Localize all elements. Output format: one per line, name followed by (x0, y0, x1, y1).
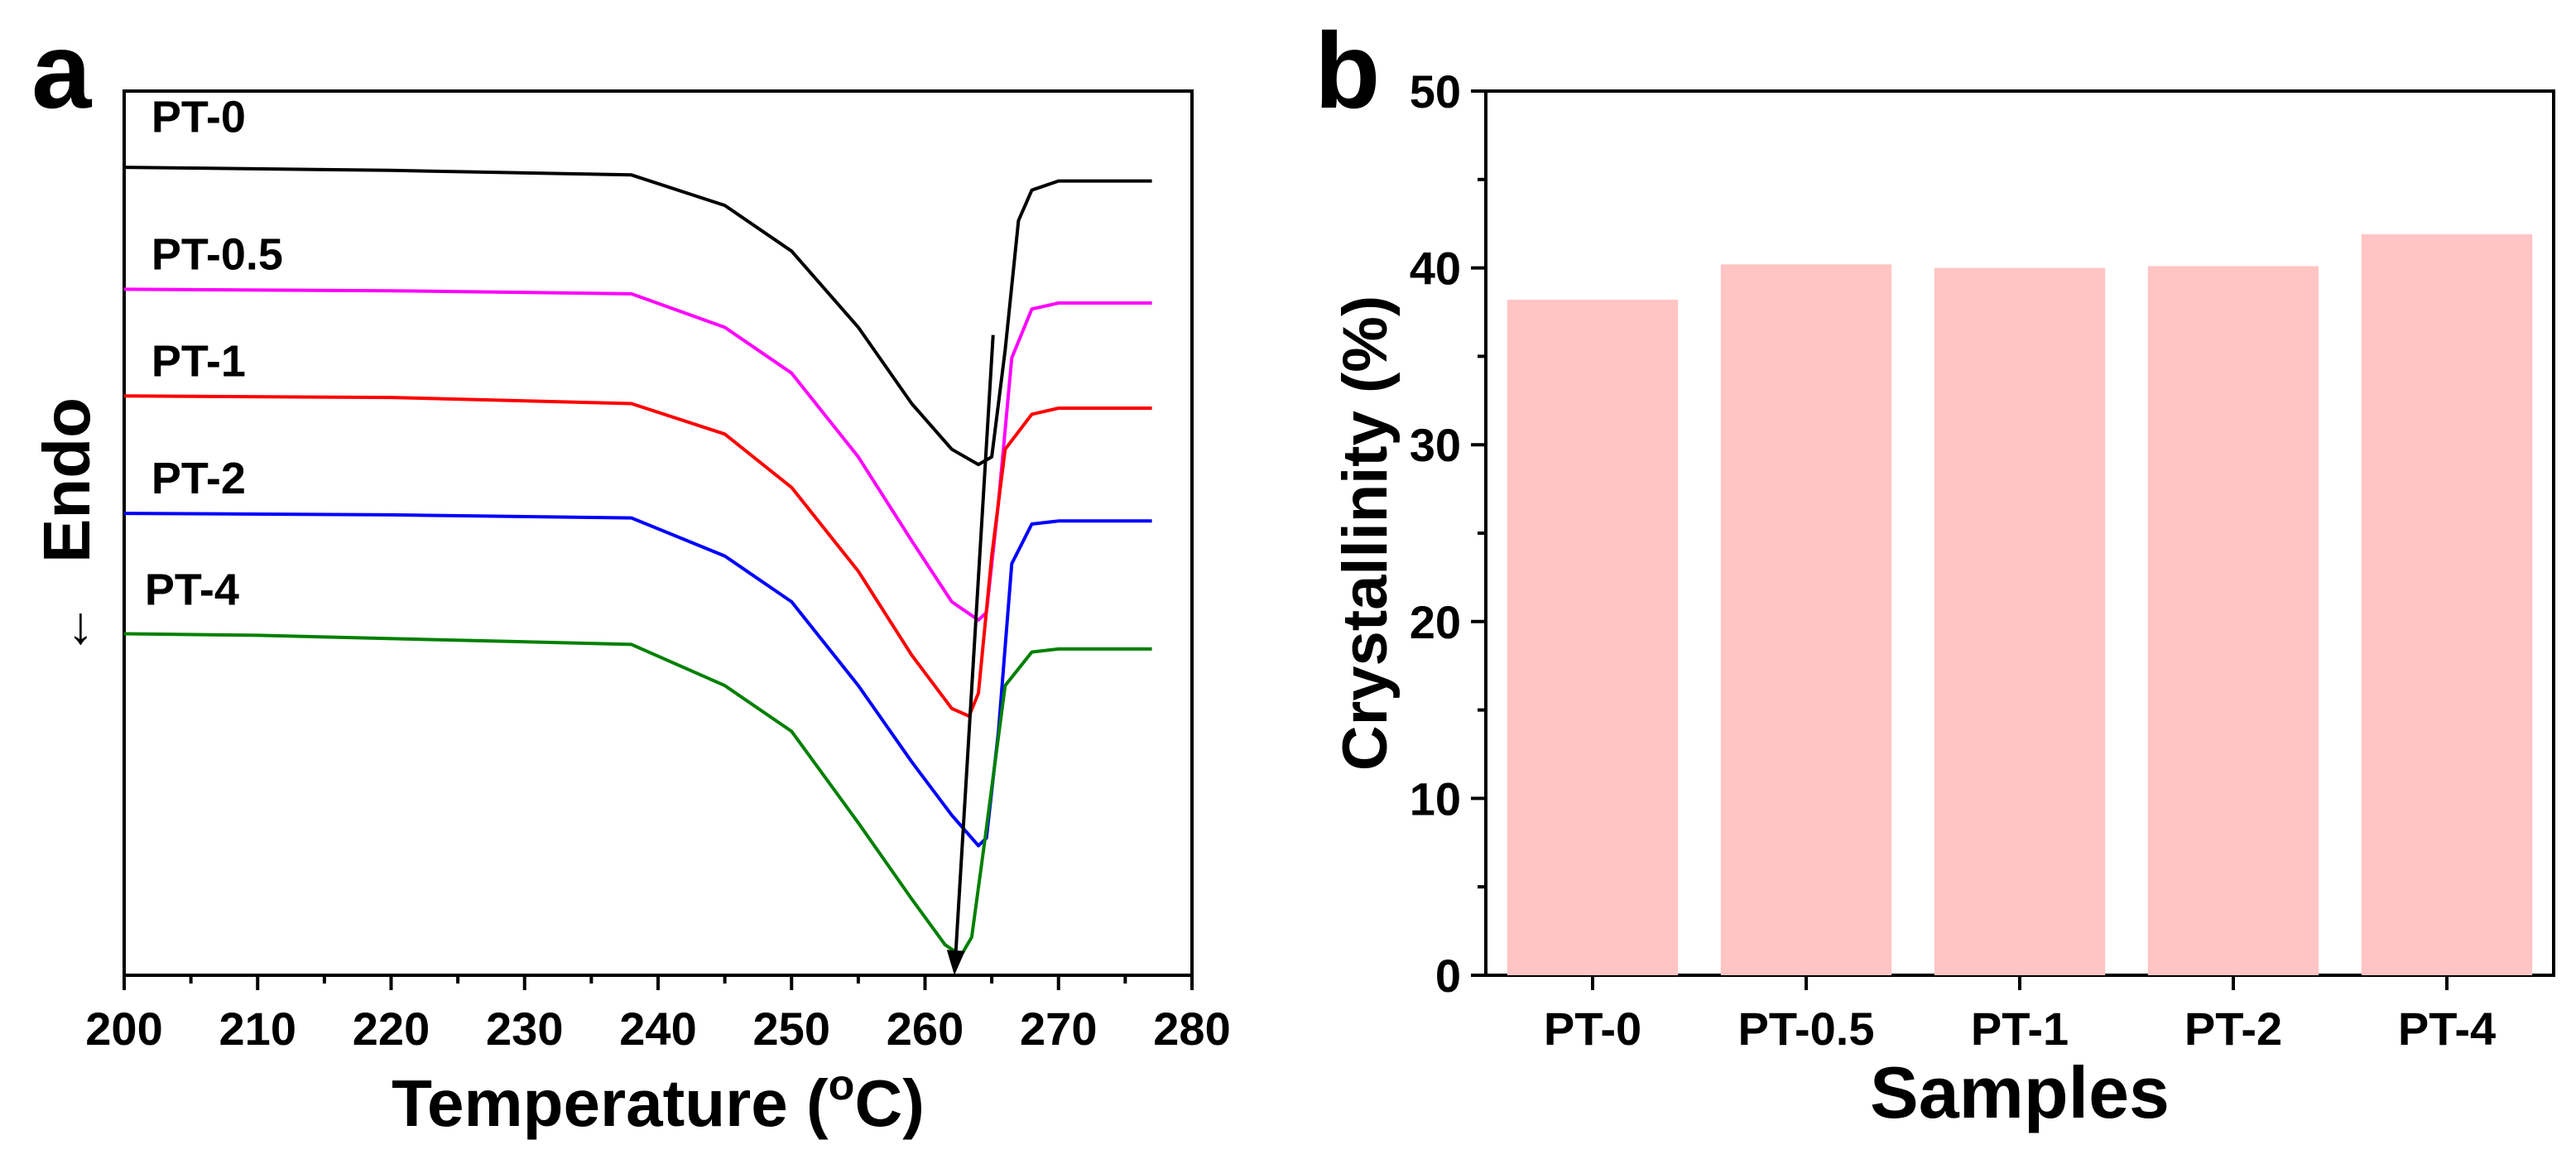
panel-b-x-tick-label: PT-2 (2184, 1003, 2282, 1055)
panel-b-x-axis-title: Samples (1870, 1051, 2170, 1133)
panel-b-bar-pt-0.5 (1720, 264, 1892, 975)
panel-a-x-tick-label: 240 (619, 1003, 696, 1055)
panel-a-x-tick-label: 210 (219, 1003, 296, 1055)
panel-a-x-axis-title: Temperature (oC) (392, 1061, 925, 1140)
panel-a-x-tick-label: 230 (486, 1003, 563, 1055)
panel-b-bars (1507, 234, 2533, 976)
panel-a-x-tick-labels: 200 210 220 230 240 250 260 270 280 (85, 1003, 1230, 1055)
panel-b-bar-pt-4 (2361, 234, 2533, 975)
panel-b-x-tick-label: PT-4 (2398, 1003, 2496, 1055)
panel-a-curve-label-pt-0: PT-0 (151, 93, 246, 142)
panel-b-y-tick-label: 50 (1410, 65, 1461, 118)
panel-a-curve-label-pt-2: PT-2 (151, 454, 246, 503)
panel-a-trend-arrowhead (946, 950, 965, 975)
panel-b-y-axis-title-wrap: Crystallinity (%) (1330, 296, 1401, 771)
panel-b-y-ticks (1471, 89, 1486, 977)
panel-a-x-tick-label: 270 (1020, 1003, 1097, 1055)
panel-b-bar-pt-1 (1934, 267, 2106, 976)
panel-a-x-ticks (123, 975, 1194, 990)
panel-a-curve-label-pt-0.5: PT-0.5 (151, 229, 283, 279)
panel-a-dsc-chart: a 200 210 220 230 240 250 260 270 280 PT-0 PT-0.5… (30, 10, 1231, 1140)
panel-b-y-tick-label: 20 (1410, 596, 1461, 648)
panel-a-x-tick-label: 200 (85, 1003, 162, 1055)
panel-a-curve-pt-2 (123, 512, 1152, 848)
panel-b-y-tick-label: 30 (1410, 419, 1461, 471)
panel-b-x-tick-label: PT-0.5 (1738, 1003, 1875, 1055)
panel-a-curve-labels: PT-0 PT-0.5 PT-1 PT-2 PT-4 (145, 93, 283, 615)
panel-a-x-tick-label: 260 (887, 1003, 964, 1055)
panel-a-curves (123, 166, 1152, 958)
panel-b-y-tick-label: 0 (1435, 950, 1461, 1002)
panel-b-bar-pt-0 (1507, 300, 1679, 976)
panel-a-x-tick-label: 250 (753, 1003, 830, 1055)
panel-b-y-tick-label: 40 (1410, 243, 1461, 295)
panel-a-trend-arrow (954, 334, 995, 951)
panel-b-y-tick-label: 10 (1410, 772, 1461, 825)
panel-a-y-axis-label: Endo (30, 397, 103, 563)
panel-b-y-axis-title: Crystallinity (%) (1330, 296, 1401, 771)
panel-b-letter: b (1314, 10, 1380, 131)
panel-a-curve-pt-0 (123, 166, 1152, 467)
panel-a-x-tick-label: 280 (1153, 1003, 1230, 1055)
panel-a-x-axis-title-sup: o (829, 1061, 855, 1109)
panel-b-crystallinity-chart: b 0 10 20 30 40 50 PT-0 PT-0.5 PT-1 PT-2 PT-4 Sam… (1314, 10, 2555, 1133)
panel-a-y-axis-title: ← Endo (30, 397, 103, 656)
panel-b-x-tick-label: PT-0 (1544, 1003, 1641, 1055)
panel-a-x-tick-label: 220 (353, 1003, 430, 1055)
panel-a-curve-pt-0.5 (123, 287, 1152, 622)
panel-b-y-tick-labels: 0 10 20 30 40 50 (1410, 65, 1461, 1002)
panel-a-y-axis-arrow: ← (41, 603, 101, 656)
panel-a-x-axis-title-unit: C) (854, 1066, 924, 1140)
panel-b-bar-pt-2 (2147, 266, 2319, 975)
panel-b-x-tick-label: PT-1 (1971, 1003, 2069, 1055)
panel-a-curve-pt-4 (123, 632, 1152, 958)
panel-a-plot-frame (123, 89, 1194, 977)
panel-a-x-axis-title-main: Temperature ( (392, 1066, 829, 1140)
panel-a-curve-label-pt-4: PT-4 (145, 565, 239, 614)
panel-b-x-tick-labels: PT-0 PT-0.5 PT-1 PT-2 PT-4 (1544, 1003, 2496, 1055)
panel-a-curve-pt-1 (123, 394, 1152, 718)
panel-b-x-ticks (1591, 975, 2449, 990)
panel-a-curve-label-pt-1: PT-1 (151, 336, 246, 386)
panel-a-letter: a (31, 10, 93, 131)
